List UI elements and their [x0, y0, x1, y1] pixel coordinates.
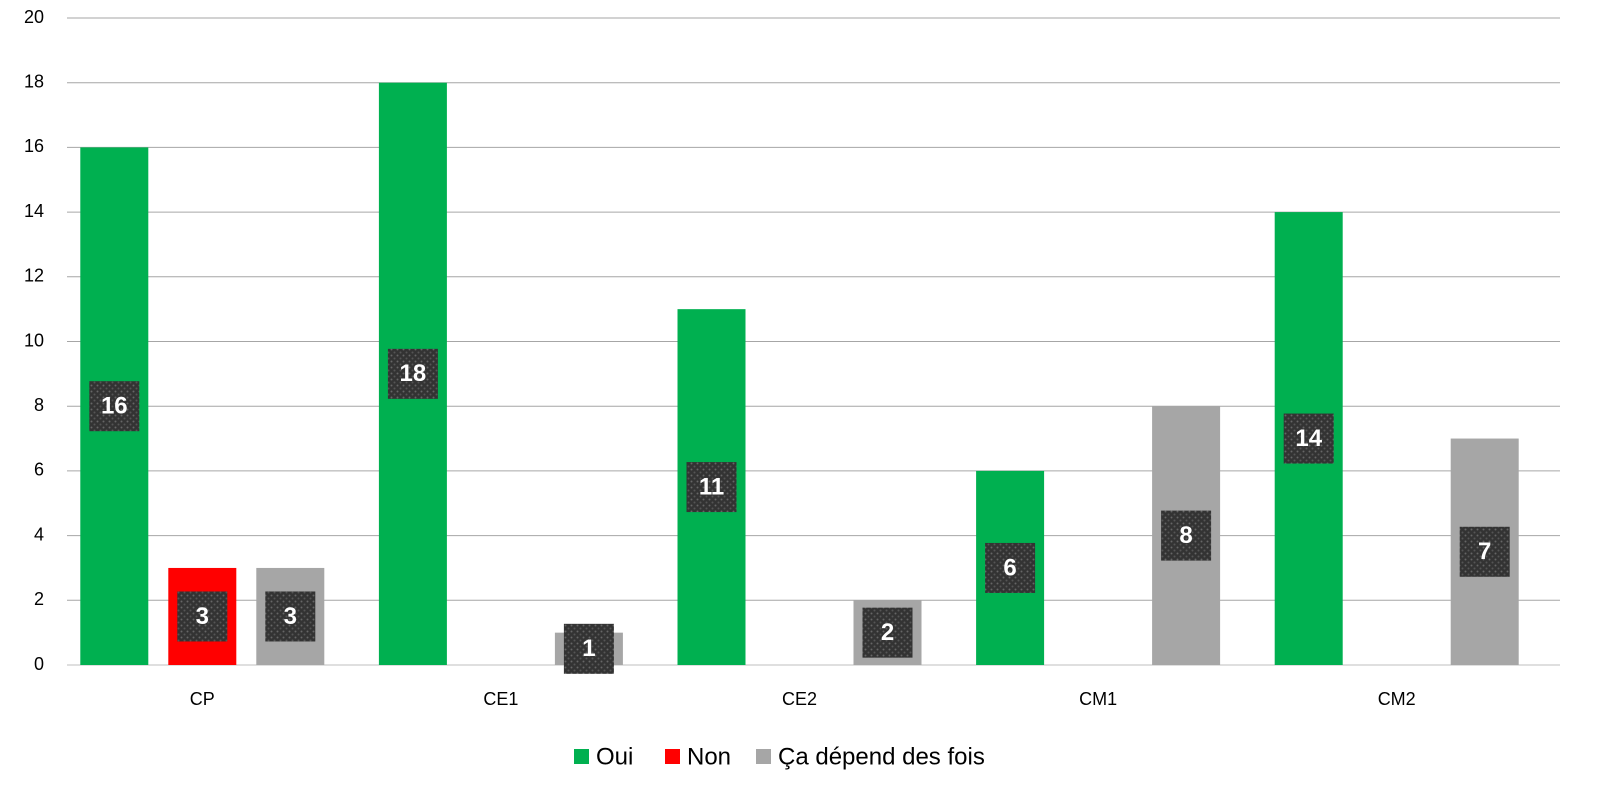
x-tick-label: CE1	[483, 689, 518, 709]
value-label-box	[1459, 526, 1510, 577]
value-label: 1	[582, 635, 595, 662]
x-tick-label: CM2	[1378, 689, 1416, 709]
value-label-box	[862, 607, 913, 658]
value-label: 3	[284, 603, 297, 630]
value-label: 14	[1295, 425, 1322, 452]
value-label-box	[89, 381, 140, 432]
value-label: 7	[1478, 538, 1491, 565]
value-label-box	[387, 348, 438, 399]
y-tick-label: 8	[34, 395, 44, 415]
value-label-box	[985, 542, 1036, 593]
y-tick-label: 6	[34, 460, 44, 480]
value-label-box	[1161, 510, 1212, 561]
value-label-box	[1283, 413, 1334, 464]
y-tick-label: 10	[24, 330, 44, 350]
value-label: 18	[400, 360, 427, 387]
x-tick-label: CP	[190, 689, 215, 709]
legend-label: Non	[687, 743, 731, 770]
x-tick-label: CM1	[1079, 689, 1117, 709]
legend-label: Ça dépend des fois	[778, 743, 985, 770]
value-label: 16	[101, 393, 128, 420]
y-tick-label: 16	[24, 136, 44, 156]
legend-swatch	[665, 749, 680, 764]
legend-swatch	[574, 749, 589, 764]
x-tick-label: CE2	[782, 689, 817, 709]
value-label: 8	[1179, 522, 1192, 549]
legend-label: Oui	[596, 743, 633, 770]
value-label: 3	[196, 603, 209, 630]
value-label-box	[563, 623, 614, 674]
y-tick-label: 14	[24, 201, 44, 221]
value-label-box	[686, 462, 737, 513]
value-label: 11	[699, 473, 724, 500]
value-label: 6	[1003, 554, 1016, 581]
y-tick-label: 0	[34, 654, 44, 674]
legend-swatch	[756, 749, 771, 764]
value-label-box	[177, 591, 228, 642]
y-tick-label: 18	[24, 71, 44, 91]
value-label-box	[265, 591, 316, 642]
y-tick-label: 2	[34, 589, 44, 609]
y-tick-label: 4	[34, 524, 44, 544]
y-tick-label: 20	[24, 7, 44, 27]
y-tick-label: 12	[24, 266, 44, 286]
value-label: 2	[881, 619, 894, 646]
